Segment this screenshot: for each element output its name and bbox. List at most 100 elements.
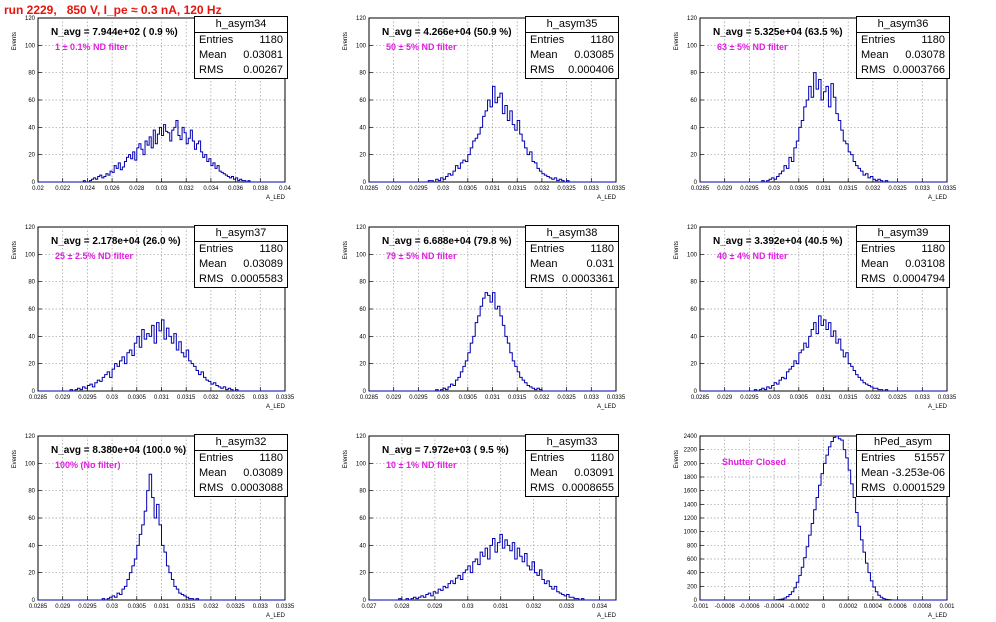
- y-tick-label: 40: [28, 334, 35, 340]
- x-tick-label: 0.032: [179, 186, 195, 192]
- stats-label: Entries: [861, 452, 896, 464]
- x-tick-label: 0.03: [768, 186, 780, 192]
- x-tick-label: 0.033: [584, 186, 600, 192]
- filter-label: 50 ± 5% ND filter: [386, 42, 457, 52]
- x-tick-label: 0.032: [534, 395, 550, 401]
- y-tick-label: 80: [359, 489, 366, 495]
- x-tick-label: 0.04: [279, 186, 291, 192]
- x-tick-label: 0.0315: [177, 395, 196, 401]
- y-tick-label: 100: [25, 461, 36, 467]
- histogram-series-h_asym34: [38, 120, 285, 183]
- x-tick-label: 0.033: [253, 604, 269, 610]
- y-axis-label: Events: [343, 450, 349, 468]
- navg-annotation: N_avg = 8.380e+04 (100.0 %): [51, 445, 186, 456]
- y-tick-label: 20: [359, 362, 366, 368]
- y-tick-label: 40: [690, 334, 697, 340]
- y-tick-label: 0: [32, 180, 36, 186]
- stats-label: RMS: [530, 482, 555, 494]
- y-tick-label: 0: [363, 180, 367, 186]
- x-tick-label: 0.0305: [790, 395, 809, 401]
- stats-row: RMS 0.0003766: [857, 63, 949, 78]
- stats-value: 1180: [590, 452, 614, 464]
- stats-value: -3.253e-06: [891, 467, 945, 479]
- x-tick-label: -0.0008: [715, 604, 736, 610]
- y-axis-label: Events: [12, 32, 18, 50]
- stats-label: RMS: [861, 64, 886, 76]
- x-tick-label: 0.029: [427, 604, 443, 610]
- x-tick-label: 0.0285: [29, 604, 48, 610]
- x-tick-label: 0.0315: [177, 604, 196, 610]
- stats-label: Entries: [861, 34, 896, 46]
- stats-value: 1180: [590, 243, 614, 255]
- y-tick-label: 60: [359, 307, 366, 313]
- x-tick-label: 0.031: [485, 395, 501, 401]
- x-tick-label: 0.036: [228, 186, 244, 192]
- x-tick-label: 0.0315: [508, 186, 527, 192]
- y-tick-label: 120: [687, 225, 698, 231]
- x-tick-label: 0.033: [253, 395, 269, 401]
- y-tick-label: 0: [363, 389, 367, 395]
- filter-label: 10 ± 1% ND filter: [386, 460, 457, 470]
- stats-row: Entries 51557: [857, 451, 949, 466]
- stats-title: h_asym32: [195, 435, 287, 451]
- y-tick-label: 80: [690, 280, 697, 286]
- stats-label: RMS: [861, 482, 886, 494]
- navg-annotation: N_avg = 3.392e+04 (40.5 %): [713, 236, 843, 247]
- navg-annotation: N_avg = 6.688e+04 (79.8 %): [382, 236, 512, 247]
- stats-label: RMS: [861, 273, 886, 285]
- x-tick-label: 0.031: [485, 186, 501, 192]
- stats-label: Mean: [199, 258, 227, 270]
- stats-row: RMS 0.00267: [195, 63, 287, 78]
- y-tick-label: 40: [359, 543, 366, 549]
- stats-title: h_asym33: [526, 435, 618, 451]
- stats-row: RMS 0.0008655: [526, 481, 618, 496]
- x-tick-label: 0.031: [154, 604, 170, 610]
- y-tick-label: 120: [25, 225, 36, 231]
- x-tick-label: 0.02: [32, 186, 44, 192]
- x-tick-label: 0.032: [865, 395, 881, 401]
- y-tick-label: 200: [687, 584, 698, 590]
- x-axis-label: A_LED: [597, 195, 617, 201]
- y-tick-label: 60: [690, 307, 697, 313]
- stats-row: Mean -3.253e-06: [857, 466, 949, 481]
- y-tick-label: 40: [28, 125, 35, 131]
- x-tick-label: 0.0305: [459, 186, 478, 192]
- y-tick-label: 120: [25, 434, 36, 440]
- x-tick-label: 0.032: [526, 604, 542, 610]
- x-tick-label: 0.027: [361, 604, 377, 610]
- stats-row: RMS 0.000406: [526, 63, 618, 78]
- histogram-series-h_asym35: [369, 85, 616, 183]
- y-tick-label: 800: [687, 543, 698, 549]
- filter-label: Shutter Closed: [722, 457, 786, 467]
- x-tick-label: 0.028: [129, 186, 145, 192]
- stats-row: RMS 0.0005583: [195, 272, 287, 287]
- stats-row: RMS 0.0003361: [526, 272, 618, 287]
- x-tick-label: 0.028: [394, 604, 410, 610]
- y-tick-label: 40: [359, 125, 366, 131]
- x-tick-label: 0.029: [55, 395, 71, 401]
- stats-label: Mean: [530, 467, 558, 479]
- stats-label: Entries: [530, 452, 565, 464]
- stats-box: h_asym37 Entries 1180 Mean 0.03089 RMS 0.00055…: [194, 225, 288, 288]
- x-tick-label: 0.0285: [691, 395, 710, 401]
- stats-title: hPed_asym: [857, 435, 949, 451]
- stats-value: 0.0001529: [893, 482, 945, 494]
- x-tick-label: 0.031: [816, 395, 832, 401]
- x-tick-label: 0.031: [493, 604, 509, 610]
- stats-value: 0.03108: [905, 258, 945, 270]
- x-tick-label: 0.03: [437, 395, 449, 401]
- stats-value: 0.0003088: [231, 482, 283, 494]
- stats-value: 0.00267: [243, 64, 283, 76]
- y-tick-label: 2400: [684, 434, 698, 440]
- stats-row: Entries 1180: [195, 242, 287, 257]
- x-tick-label: 0.03: [156, 186, 168, 192]
- x-tick-label: 0.0305: [128, 604, 147, 610]
- stats-value: 0.03089: [243, 258, 283, 270]
- stats-box: hPed_asym Entries 51557 Mean -3.253e-06 RMS 0.…: [856, 434, 950, 497]
- x-tick-label: 0.029: [717, 186, 733, 192]
- stats-title: h_asym34: [195, 17, 287, 33]
